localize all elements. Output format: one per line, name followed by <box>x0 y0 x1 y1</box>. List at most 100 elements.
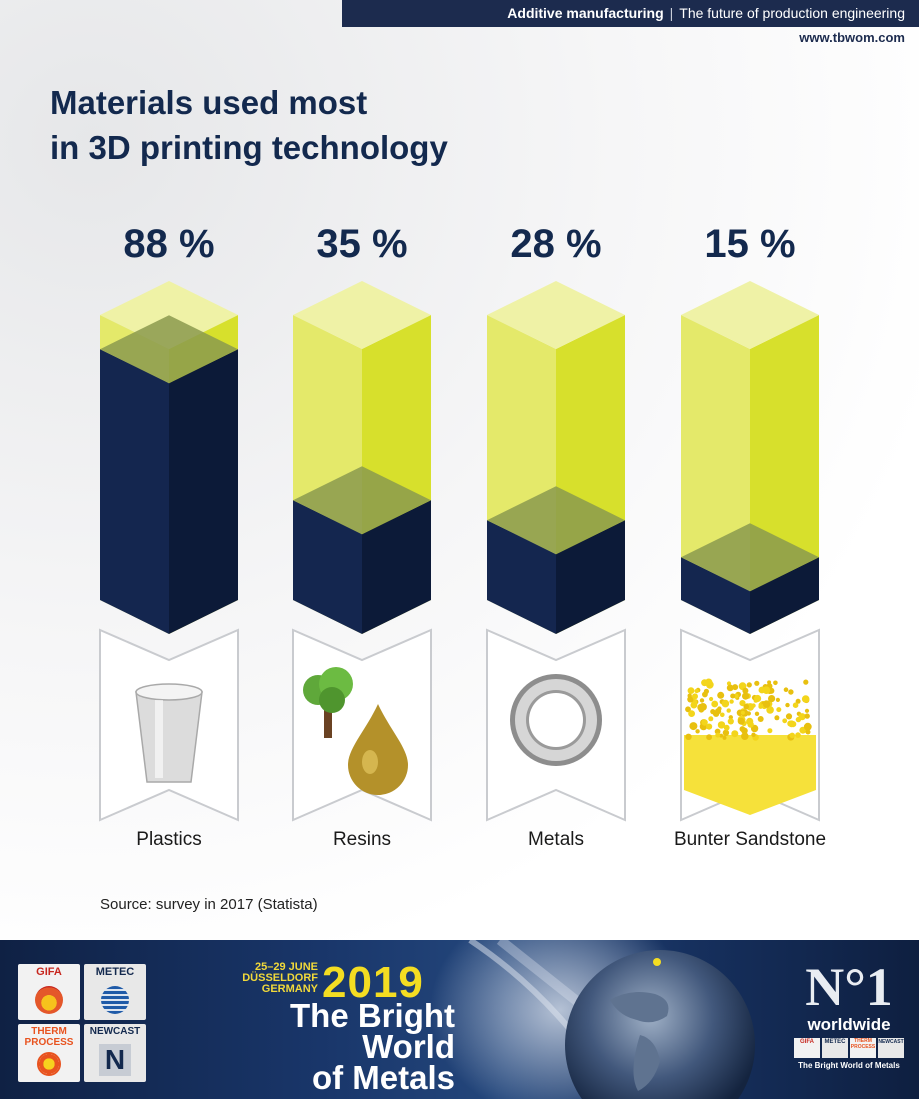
bar-glass-cap <box>487 281 625 349</box>
bar-fill-left <box>293 500 362 634</box>
bar-glass-cap <box>293 281 431 349</box>
bar-glass-cap <box>100 281 238 349</box>
title-line-1: Materials used most <box>50 84 368 121</box>
bar-fill-right <box>169 349 238 634</box>
category-label: Resins <box>333 829 391 850</box>
sand-grain <box>803 722 812 731</box>
bar-fill-top <box>100 315 238 384</box>
sand-grain <box>803 679 809 685</box>
website-link[interactable]: www.tbwom.com <box>799 30 905 45</box>
sand-grain <box>766 706 774 714</box>
therm-process-logo: THERM PROCESS <box>18 1024 80 1082</box>
sand-grain <box>801 695 810 703</box>
sand-grain <box>692 693 698 700</box>
bar-value-label: 15 % <box>704 222 795 266</box>
sand-grain <box>741 732 749 740</box>
sand-grain <box>721 699 730 708</box>
sand-grain <box>757 716 764 722</box>
badge-word: worldwide <box>807 1015 891 1034</box>
sand-grain <box>804 708 810 713</box>
ring-hole <box>529 693 583 747</box>
sand-grain <box>708 716 714 722</box>
sand-grain <box>737 717 745 725</box>
sand-grain <box>689 722 698 731</box>
sand-grain <box>699 698 705 703</box>
sand-grain <box>789 732 795 739</box>
sand-grain <box>722 729 730 736</box>
category-label: Metals <box>528 829 584 850</box>
bar-fill-left <box>100 349 169 634</box>
sand-grain <box>726 708 731 713</box>
cup-highlight <box>155 700 163 778</box>
bar-group: 28 % Metals <box>486 222 626 850</box>
sand-grain <box>687 693 692 698</box>
sand-grain <box>740 710 745 715</box>
sand-grain <box>788 720 795 728</box>
sand-grain <box>695 729 700 734</box>
sand-grain <box>706 734 712 741</box>
bar-fill-left <box>487 520 556 634</box>
badge-motto: The Bright World of Metals <box>798 1061 900 1070</box>
gifa-emblem-icon <box>35 986 63 1014</box>
sand-grain <box>728 715 733 720</box>
sand-grain <box>720 712 725 718</box>
sand-grain <box>776 707 782 713</box>
badge-mini-logos: GIFA METEC THERM PROCESS NEWCAST <box>790 1038 908 1058</box>
sand-grain <box>688 710 695 717</box>
sand-grain <box>774 715 780 721</box>
tree-and-drop-icon <box>303 667 408 795</box>
sand-grain <box>685 733 692 740</box>
cup-body <box>135 691 203 783</box>
drop-highlight <box>362 750 378 774</box>
sand-grain <box>727 718 734 725</box>
sand-grain <box>773 680 778 686</box>
sand-grain <box>754 680 760 686</box>
sand-grain <box>785 713 793 720</box>
sand-particles-icon <box>684 678 816 815</box>
sand-grain <box>792 702 799 708</box>
event-dates: 25–29 JUNE DÜSSELDORF GERMANY <box>242 961 318 995</box>
sand-grain <box>742 687 749 694</box>
event-banner: GIFA METEC THERM PROCESS NEWCAST N <box>0 940 919 1099</box>
badge-big-text: N°1 <box>805 957 893 1017</box>
category-label: Bunter Sandstone <box>674 829 826 850</box>
title-line-2: in 3D printing technology <box>50 129 448 166</box>
newcast-emblem-icon: N <box>99 1044 131 1076</box>
bar-group: 88 % Plastics <box>99 222 239 850</box>
cup-rim <box>135 683 203 701</box>
header-topic-rest: The future of production engineering <box>679 5 905 21</box>
sand-grain <box>740 727 747 734</box>
sand-grain <box>717 691 725 699</box>
sand-grain <box>795 732 801 738</box>
sand-grain <box>743 703 749 710</box>
cup-icon <box>135 683 203 783</box>
therm-emblem-icon <box>37 1052 61 1076</box>
sand-grain <box>706 723 713 730</box>
sand-grain <box>783 687 789 692</box>
metal-ring-icon <box>510 674 602 766</box>
tree-leaf <box>319 687 345 713</box>
metec-logo: METEC <box>84 964 146 1020</box>
globe-graphic <box>430 940 755 1099</box>
sand-grain <box>701 719 708 726</box>
bar-fill-top <box>487 486 625 555</box>
sand-grain <box>754 694 762 703</box>
sand-grain <box>795 716 802 723</box>
sand-grain <box>697 703 705 711</box>
event-year: 2019 <box>322 958 424 1007</box>
bar-fill-right <box>750 557 819 634</box>
resin-drop <box>348 704 408 795</box>
bar-fill-top <box>293 466 431 535</box>
icon-frame <box>292 628 432 822</box>
header-topic-bold: Additive manufacturing <box>507 5 664 21</box>
sand-grain <box>742 692 750 700</box>
sand-grain <box>732 684 739 691</box>
sand-grain <box>767 680 772 685</box>
bar-fill-top <box>681 523 819 592</box>
bar-glass-cap <box>681 281 819 349</box>
sand-grain <box>785 702 790 708</box>
sand-grain <box>715 732 721 738</box>
sand-grain <box>754 711 760 716</box>
sand-grain <box>775 697 781 703</box>
sand-grain <box>685 706 691 713</box>
